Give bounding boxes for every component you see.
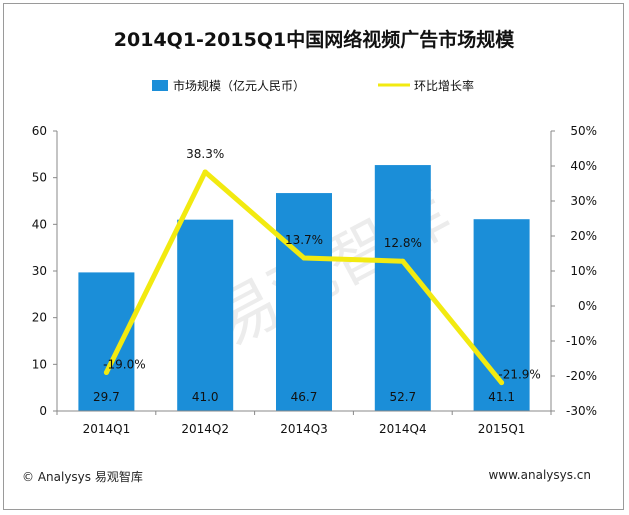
footer-copyright: © Analysys 易观智库 bbox=[22, 470, 143, 484]
line-label-2014Q2: 38.3% bbox=[186, 147, 224, 161]
x-tick-label-2014Q4: 2014Q4 bbox=[379, 422, 427, 436]
y-right-tick-label: 0% bbox=[578, 299, 597, 313]
bar-label-2015Q1: 41.1 bbox=[488, 390, 515, 404]
bar-2014Q3 bbox=[276, 193, 332, 411]
legend-line-label: 环比增长率 bbox=[414, 78, 474, 93]
y-right-tick-label: 40% bbox=[570, 159, 597, 173]
y-left-tick-label: 40 bbox=[32, 217, 47, 231]
line-point-2014Q3 bbox=[301, 255, 307, 261]
y-right-tick-label: -20% bbox=[566, 369, 597, 383]
line-point-2014Q1 bbox=[103, 370, 109, 375]
bar-2014Q1 bbox=[78, 272, 135, 411]
y-right-tick-label: 50% bbox=[570, 124, 597, 138]
y-right-tick-label: -30% bbox=[566, 404, 597, 418]
y-left-tick-label: 30 bbox=[32, 264, 47, 278]
chart-title: 2014Q1-2015Q1中国网络视频广告市场规模 bbox=[114, 28, 515, 51]
y-left-tick-label: 0 bbox=[39, 404, 47, 418]
bar-label-2014Q2: 41.0 bbox=[192, 390, 219, 404]
line-label-2015Q1: -21.9% bbox=[498, 368, 540, 382]
bar-label-2014Q4: 52.7 bbox=[389, 390, 416, 404]
line-label-2014Q4: 12.8% bbox=[384, 236, 422, 250]
y-right-tick-label: 30% bbox=[570, 194, 597, 208]
y-right-tick-label: 20% bbox=[570, 229, 597, 243]
line-label-2014Q3: 13.7% bbox=[285, 233, 323, 247]
bar-label-2014Q3: 46.7 bbox=[291, 390, 318, 404]
footer-website: www.analysys.cn bbox=[488, 468, 591, 482]
y-left-tick-label: 60 bbox=[32, 124, 47, 138]
line-point-2014Q2 bbox=[202, 169, 208, 175]
bar-label-2014Q1: 29.7 bbox=[93, 390, 120, 404]
y-left-tick-label: 10 bbox=[32, 357, 47, 371]
x-tick-label-2015Q1: 2015Q1 bbox=[478, 422, 526, 436]
y-right-tick-label: -10% bbox=[566, 334, 597, 348]
x-tick-label-2014Q1: 2014Q1 bbox=[83, 422, 131, 436]
y-left-tick-label: 50 bbox=[32, 171, 47, 185]
legend-bar-swatch bbox=[152, 80, 168, 91]
y-left-tick-label: 20 bbox=[32, 311, 47, 325]
line-point-2014Q4 bbox=[400, 258, 406, 264]
x-tick-label-2014Q2: 2014Q2 bbox=[181, 422, 229, 436]
bar-2014Q2 bbox=[177, 219, 234, 411]
line-label-2014Q1: -19.0% bbox=[103, 358, 145, 372]
x-tick-label-2014Q3: 2014Q3 bbox=[280, 422, 328, 436]
legend-bar-label: 市场规模（亿元人民币） bbox=[173, 78, 305, 93]
line-point-2015Q1 bbox=[499, 380, 505, 386]
y-right-tick-label: 10% bbox=[570, 264, 597, 278]
